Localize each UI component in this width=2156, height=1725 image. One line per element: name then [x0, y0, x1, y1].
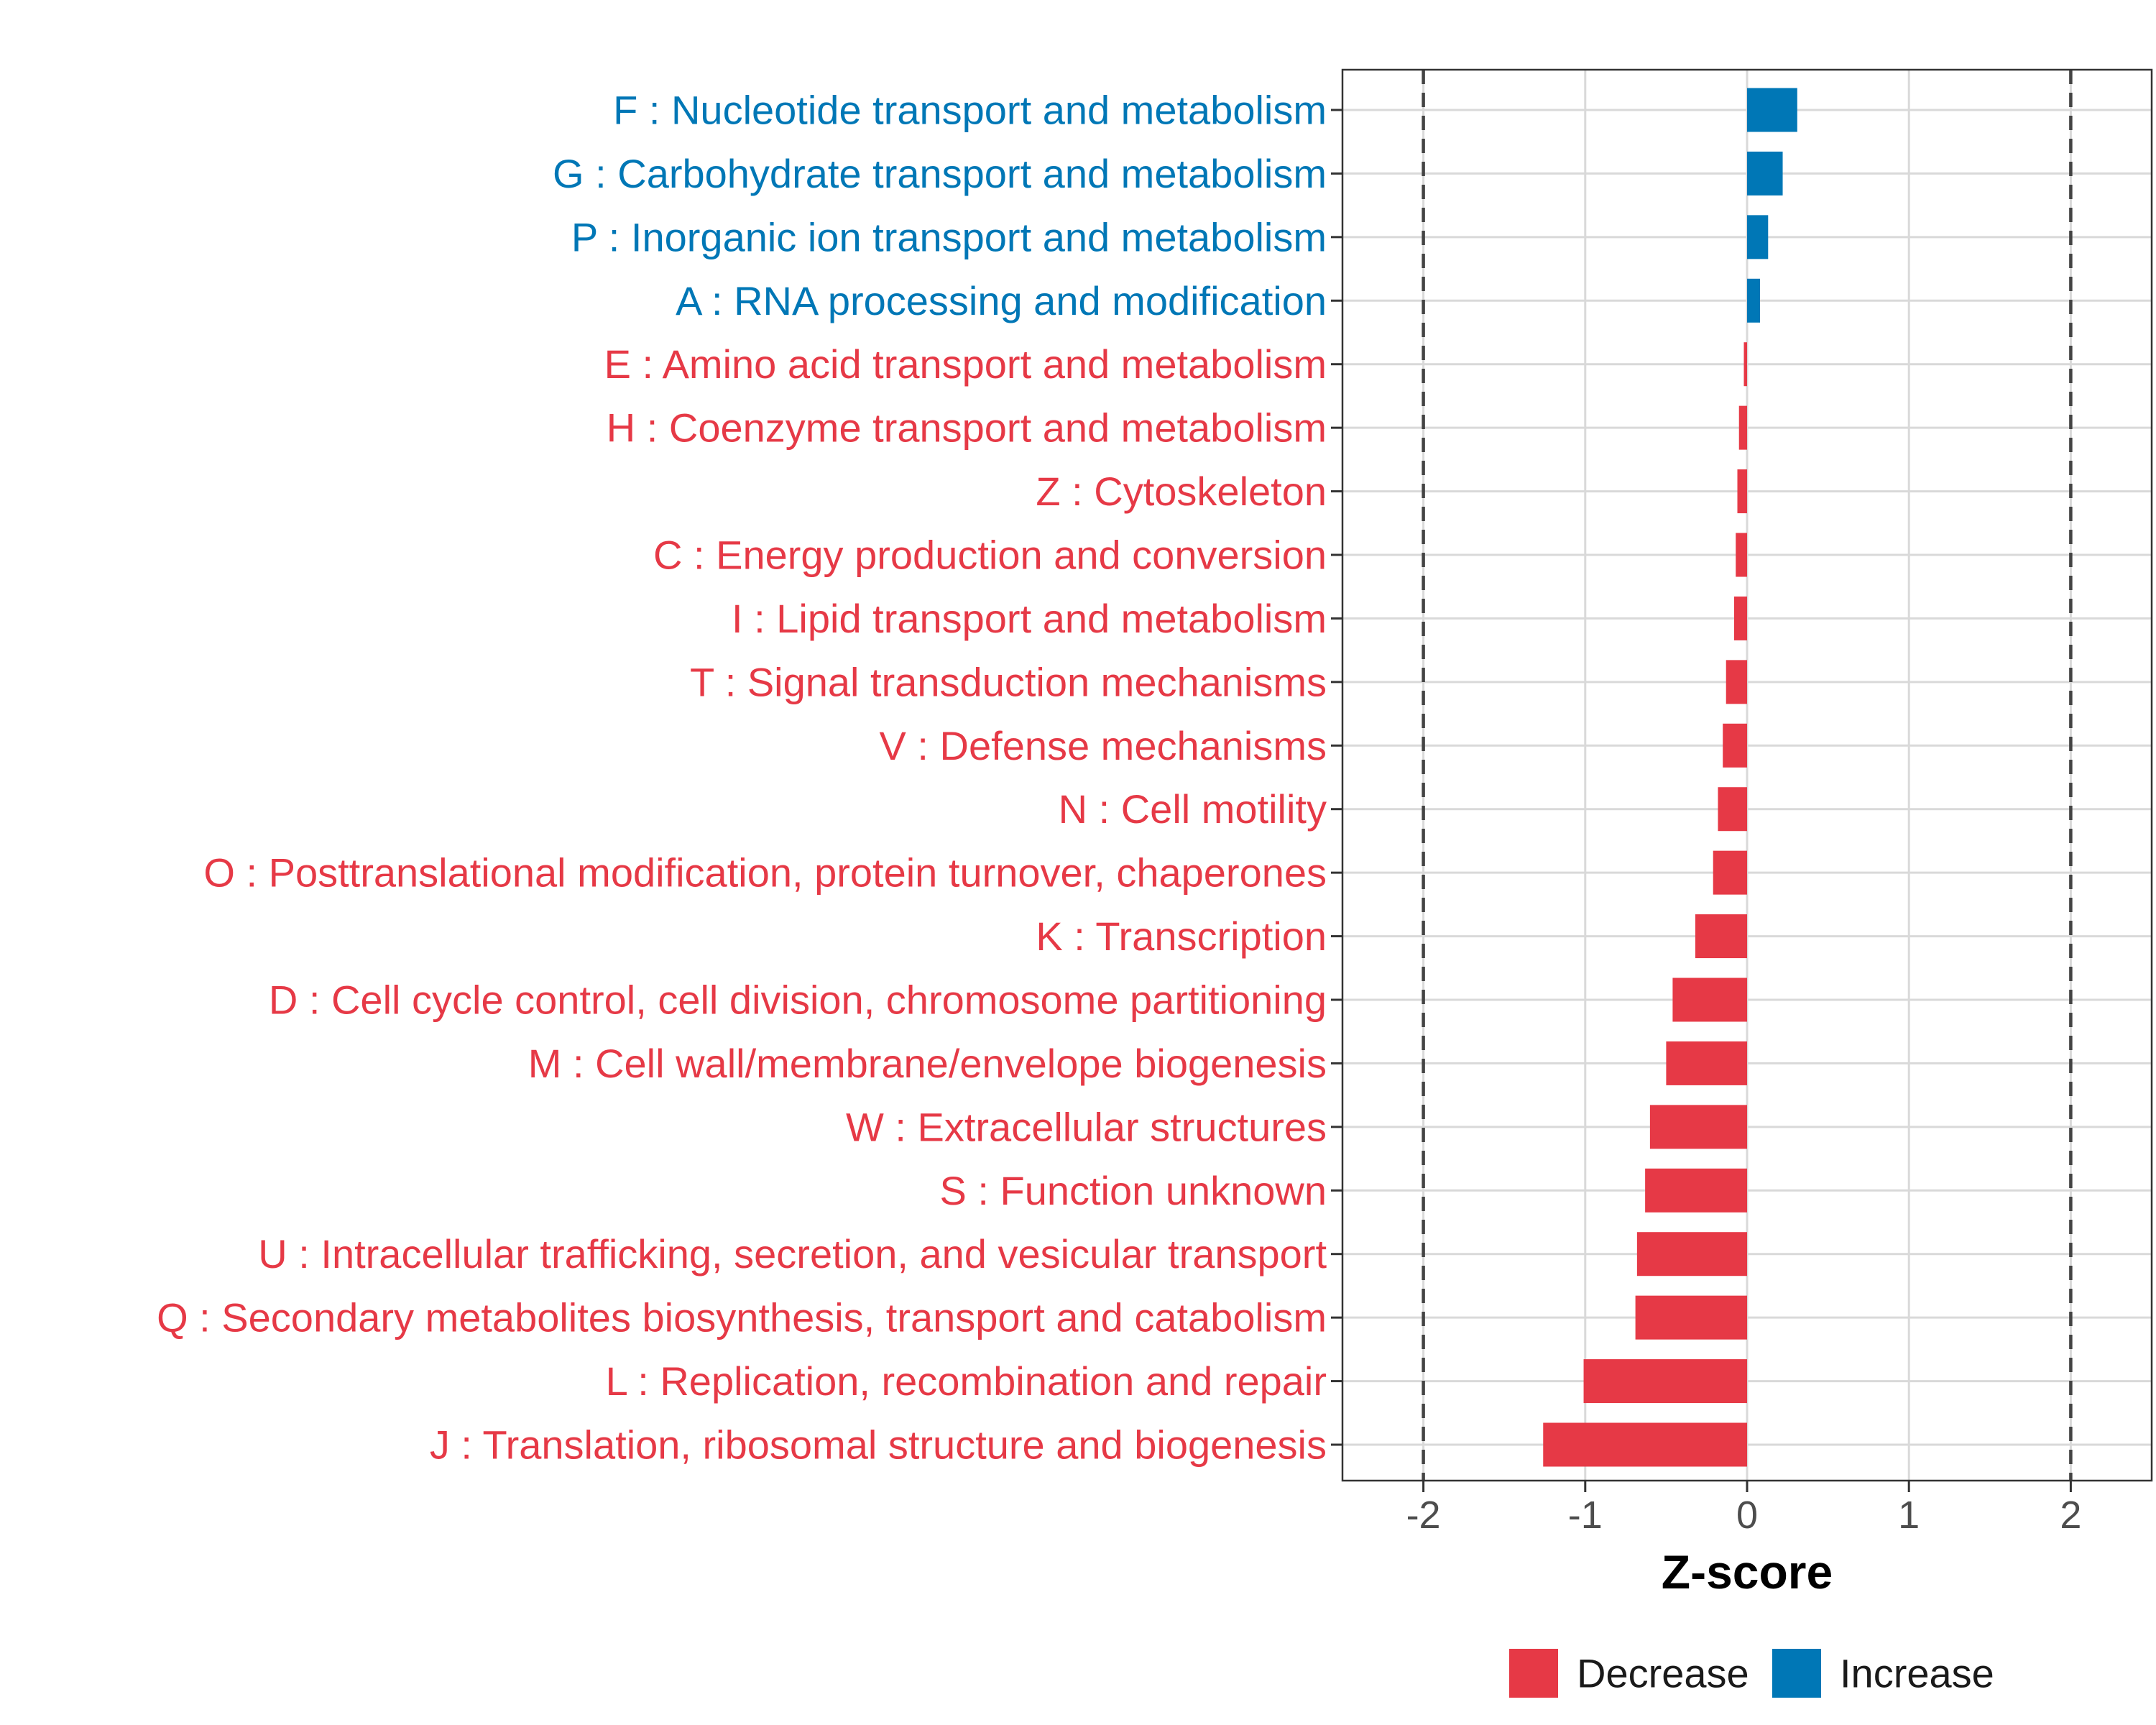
legend: Decrease Increase — [1509, 1649, 1994, 1698]
x-tick-label: -2 — [1406, 1494, 1441, 1537]
y-tick-label: D : Cell cycle control, cell division, c… — [269, 978, 1327, 1023]
bar — [1747, 278, 1761, 323]
x-tick-label: -1 — [1568, 1494, 1603, 1537]
legend-label: Decrease — [1577, 1651, 1749, 1696]
bar — [1733, 596, 1747, 640]
y-tick-label: G : Carbohydrate transport and metabolis… — [553, 151, 1327, 196]
bar — [1543, 1422, 1747, 1467]
bar — [1747, 215, 1769, 259]
bar — [1718, 787, 1747, 832]
bar — [1636, 1232, 1747, 1276]
y-tick-label: W : Extracellular structures — [846, 1104, 1327, 1149]
y-tick-label: U : Intracellular trafficking, secretion… — [258, 1231, 1327, 1276]
y-tick-label: F : Nucleotide transport and metabolism — [613, 88, 1327, 133]
bars — [1543, 88, 1797, 1467]
y-tick-label: P : Inorganic ion transport and metaboli… — [571, 214, 1327, 259]
legend-swatch — [1772, 1649, 1821, 1698]
legend-label: Increase — [1840, 1651, 1994, 1696]
bar — [1747, 88, 1797, 132]
y-tick-label: C : Energy production and conversion — [653, 533, 1327, 578]
y-tick-label: S : Function unknown — [939, 1168, 1327, 1213]
bar — [1747, 151, 1783, 196]
x-axis-title: Z-score — [1662, 1545, 1833, 1598]
bar — [1713, 850, 1747, 895]
y-tick-label: K : Transcription — [1036, 914, 1327, 959]
y-tick-label: Q : Secondary metabolites biosynthesis, … — [157, 1295, 1327, 1340]
y-tick-label: L : Replication, recombination and repai… — [606, 1358, 1327, 1404]
y-tick-label: M : Cell wall/membrane/envelope biogenes… — [528, 1041, 1327, 1086]
bar — [1738, 405, 1747, 450]
bar — [1649, 1105, 1747, 1149]
y-tick-label: E : Amino acid transport and metabolism — [604, 341, 1327, 387]
bar — [1666, 1041, 1747, 1085]
y-tick-label: T : Signal transduction mechanisms — [690, 659, 1327, 704]
bar — [1583, 1359, 1747, 1404]
x-tick-label: 1 — [1898, 1494, 1920, 1537]
reference-lines — [1422, 70, 2073, 1481]
x-tick-label: 2 — [2060, 1494, 2081, 1537]
bar — [1645, 1168, 1747, 1213]
y-tick-label: H : Coenzyme transport and metabolism — [607, 405, 1327, 451]
bar — [1737, 469, 1747, 514]
y-tick-label: V : Defense mechanisms — [880, 723, 1327, 768]
y-tick-label: I : Lipid transport and metabolism — [732, 596, 1327, 641]
x-tick-label: 0 — [1736, 1494, 1758, 1537]
y-tick-label: Z : Cytoskeleton — [1036, 469, 1327, 514]
bar — [1743, 342, 1747, 387]
bar — [1726, 660, 1747, 704]
y-tick-label: J : Translation, ribosomal structure and… — [430, 1422, 1327, 1468]
y-axis-ticks — [1331, 109, 1342, 1446]
bar — [1736, 533, 1747, 577]
y-tick-label: A : RNA processing and modification — [676, 278, 1327, 323]
y-axis-category-labels: F : Nucleotide transport and metabolism G… — [157, 88, 1327, 1468]
legend-swatch — [1509, 1649, 1558, 1698]
bar — [1672, 978, 1747, 1022]
bar — [1635, 1295, 1747, 1340]
x-axis-ticks: -2 -1 0 1 2 — [1406, 1481, 2081, 1537]
bar — [1695, 914, 1747, 959]
y-tick-label: O : Posttranslational modification, prot… — [203, 850, 1327, 896]
y-tick-label: N : Cell motility — [1059, 786, 1327, 832]
bar — [1723, 723, 1747, 768]
